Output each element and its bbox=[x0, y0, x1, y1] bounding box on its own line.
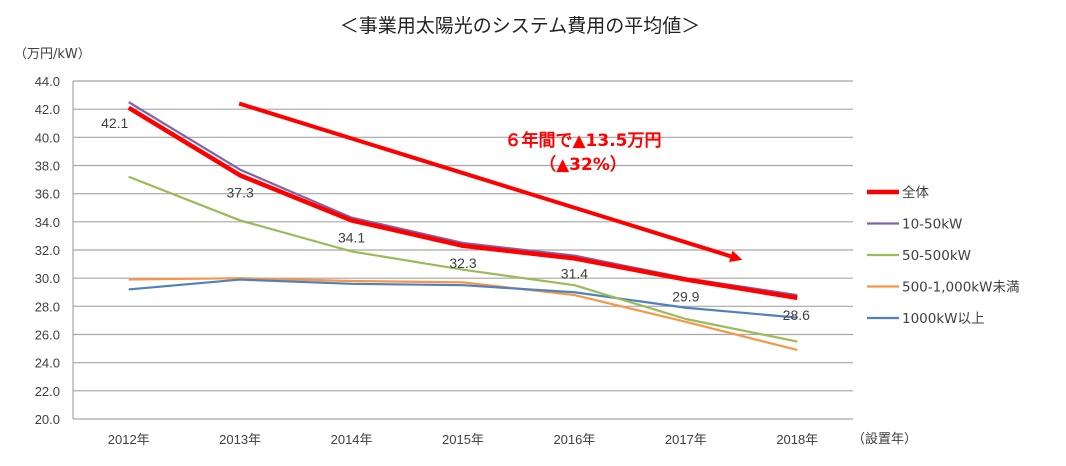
legend: 全体 10-50kW 50-500kW 500-1,000kW未満 1000kW以上 bbox=[867, 184, 1019, 327]
y-tick-label: 44.0 bbox=[35, 74, 60, 89]
x-axis-unit-label: （設置年） bbox=[852, 431, 917, 447]
data-labels: 42.1 37.3 34.1 32.3 31.4 29.9 28.6 bbox=[101, 115, 810, 323]
annotation-line-1: ６年間で▲13.5万円 bbox=[504, 130, 661, 151]
y-tick-label: 38.0 bbox=[35, 159, 60, 174]
y-tick-label: 32.0 bbox=[35, 243, 60, 258]
gridlines bbox=[73, 80, 853, 420]
y-tick-label: 24.0 bbox=[35, 356, 60, 371]
x-tick-label: 2016年 bbox=[553, 432, 595, 447]
data-label: 28.6 bbox=[783, 307, 810, 323]
data-label: 29.9 bbox=[672, 289, 699, 305]
x-tick-label: 2014年 bbox=[331, 432, 373, 447]
y-tick-label: 20.0 bbox=[35, 412, 60, 427]
series-line-2 bbox=[128, 175, 798, 343]
y-tick-label: 40.0 bbox=[35, 130, 60, 145]
annotation: ６年間で▲13.5万円 （▲32%） bbox=[238, 101, 743, 263]
legend-label: 50-500kW bbox=[902, 248, 971, 264]
legend-label: 10-50kW bbox=[902, 217, 962, 233]
x-tick-label: 2018年 bbox=[776, 432, 818, 447]
data-label: 37.3 bbox=[227, 184, 254, 200]
annotation-arrow-line bbox=[238, 101, 732, 259]
annotation-line-2: （▲32%） bbox=[539, 154, 627, 175]
legend-label: 500-1,000kW未満 bbox=[902, 280, 1019, 296]
data-label: 34.1 bbox=[338, 229, 365, 245]
y-tick-label: 28.0 bbox=[35, 299, 60, 314]
legend-label: 全体 bbox=[902, 184, 930, 201]
x-tick-label: 2012年 bbox=[108, 432, 150, 447]
y-tick-label: 26.0 bbox=[35, 328, 60, 343]
y-axis-unit-label: （万円/kW） bbox=[14, 47, 91, 62]
annotation-arrow-head bbox=[729, 250, 743, 263]
data-label: 32.3 bbox=[449, 255, 476, 271]
data-label: 42.1 bbox=[101, 115, 128, 131]
legend-label: 1000kW以上 bbox=[902, 311, 985, 327]
y-tick-label: 30.0 bbox=[35, 271, 60, 286]
x-tick-label: 2017年 bbox=[665, 432, 707, 447]
y-tick-label: 42.0 bbox=[35, 102, 60, 117]
data-label: 31.4 bbox=[561, 265, 588, 281]
chart-title: ＜事業用太陽光のシステム費用の平均値＞ bbox=[340, 15, 700, 37]
y-axis-ticks: 44.0 42.0 40.0 38.0 36.0 34.0 32.0 30.0 28.0 26.0… bbox=[35, 74, 60, 427]
series-line-0 bbox=[127, 105, 798, 301]
x-tick-label: 2015年 bbox=[442, 432, 484, 447]
series-line-4 bbox=[128, 278, 798, 319]
x-tick-label: 2013年 bbox=[219, 432, 261, 447]
y-tick-label: 34.0 bbox=[35, 215, 60, 230]
series-line-3 bbox=[128, 277, 798, 352]
x-axis-ticks: 2012年 2013年 2014年 2015年 2016年 2017年 2018年 bbox=[108, 432, 818, 447]
y-tick-label: 36.0 bbox=[35, 187, 60, 202]
y-tick-label: 22.0 bbox=[35, 384, 60, 399]
series-lines bbox=[127, 101, 798, 352]
